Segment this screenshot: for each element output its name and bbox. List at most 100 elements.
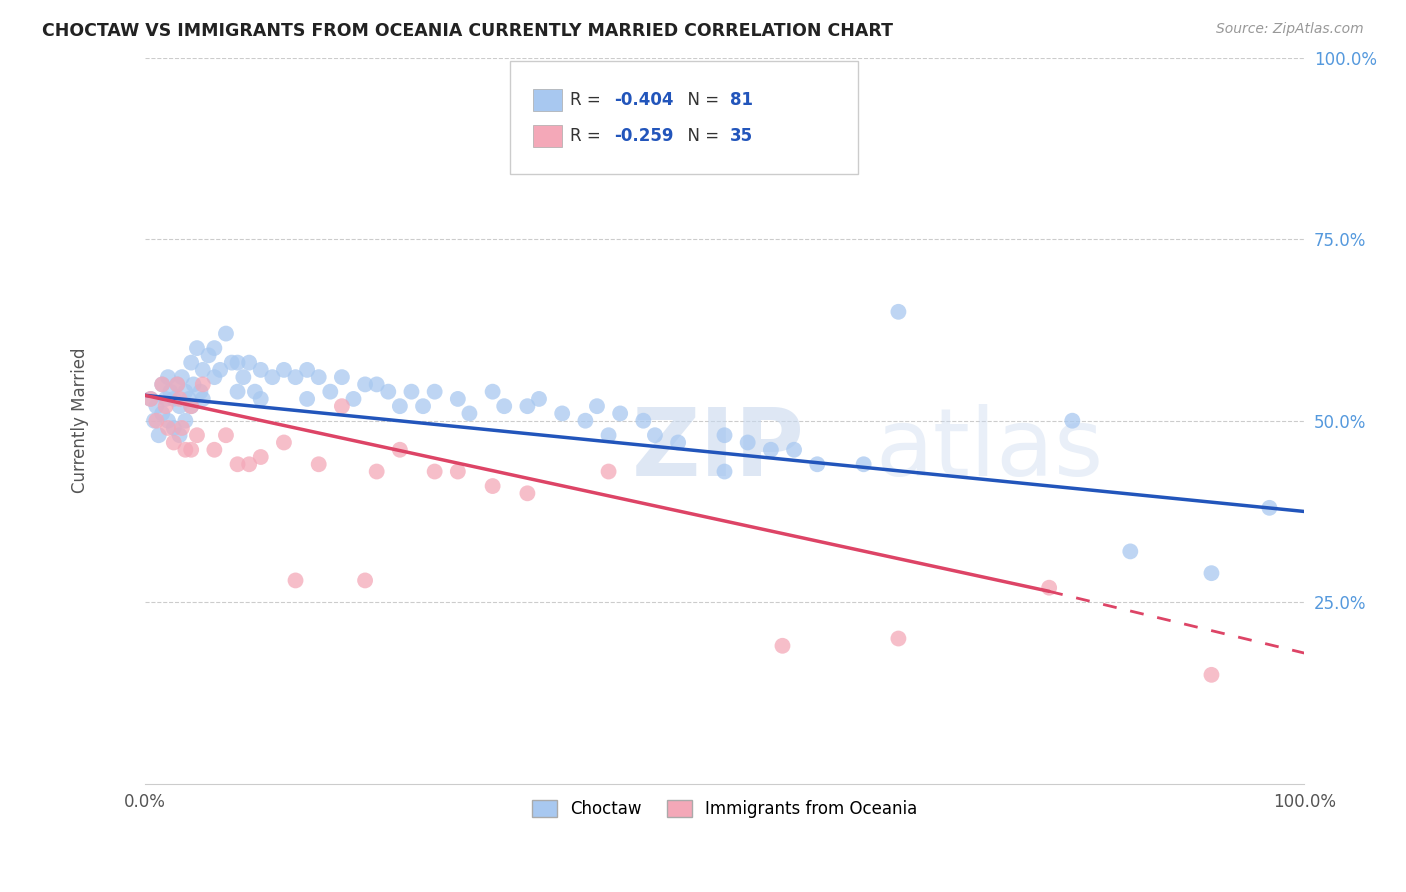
- Point: [295, 363, 318, 377]
- Point: [183, 377, 205, 392]
- Point: [713, 428, 735, 442]
- Point: [190, 384, 212, 399]
- Point: [166, 377, 188, 392]
- Point: [366, 465, 388, 479]
- Point: [342, 392, 364, 406]
- Point: [197, 348, 219, 362]
- Point: [249, 363, 271, 377]
- Point: [423, 465, 446, 479]
- Point: [609, 407, 631, 421]
- Point: [806, 457, 828, 471]
- Point: [644, 428, 666, 442]
- Y-axis label: Currently Married: Currently Married: [72, 348, 89, 493]
- Legend: Choctaw, Immigrants from Oceania: Choctaw, Immigrants from Oceania: [523, 791, 925, 826]
- Point: [226, 384, 249, 399]
- Point: [494, 399, 516, 413]
- Point: [163, 421, 186, 435]
- Point: [180, 356, 202, 370]
- Point: [330, 399, 353, 413]
- Point: [232, 370, 254, 384]
- Point: [221, 356, 243, 370]
- Point: [713, 465, 735, 479]
- Text: atlas: atlas: [875, 404, 1104, 496]
- Point: [598, 428, 620, 442]
- Point: [186, 341, 208, 355]
- Point: [156, 421, 179, 435]
- Text: CHOCTAW VS IMMIGRANTS FROM OCEANIA CURRENTLY MARRIED CORRELATION CHART: CHOCTAW VS IMMIGRANTS FROM OCEANIA CURRE…: [42, 22, 893, 40]
- Point: [330, 370, 353, 384]
- Point: [447, 392, 470, 406]
- Point: [180, 399, 202, 413]
- Point: [887, 305, 910, 319]
- Point: [143, 414, 166, 428]
- Text: Source: ZipAtlas.com: Source: ZipAtlas.com: [1216, 22, 1364, 37]
- FancyBboxPatch shape: [533, 125, 562, 147]
- Point: [202, 341, 225, 355]
- Point: [174, 384, 197, 399]
- Point: [284, 370, 307, 384]
- Point: [887, 632, 910, 646]
- Point: [170, 370, 193, 384]
- Point: [273, 435, 295, 450]
- Point: [191, 363, 214, 377]
- Point: [145, 399, 167, 413]
- Point: [166, 377, 188, 392]
- Point: [598, 465, 620, 479]
- Point: [737, 435, 759, 450]
- Point: [516, 399, 538, 413]
- Point: [150, 407, 173, 421]
- Point: [759, 442, 782, 457]
- Point: [169, 428, 191, 442]
- Point: [202, 370, 225, 384]
- Text: N =: N =: [676, 127, 724, 145]
- Point: [262, 370, 284, 384]
- Point: [1062, 414, 1084, 428]
- Point: [215, 326, 238, 341]
- Point: [319, 384, 342, 399]
- Point: [783, 442, 806, 457]
- Point: [1119, 544, 1142, 558]
- Point: [481, 384, 503, 399]
- Point: [423, 384, 446, 399]
- Point: [633, 414, 655, 428]
- Point: [169, 392, 191, 406]
- Point: [388, 442, 411, 457]
- Point: [447, 465, 470, 479]
- Point: [156, 414, 179, 428]
- Point: [163, 392, 186, 406]
- Point: [180, 399, 202, 413]
- Point: [852, 457, 875, 471]
- Point: [145, 414, 167, 428]
- Point: [150, 377, 173, 392]
- Point: [401, 384, 423, 399]
- Point: [150, 377, 173, 392]
- Point: [191, 392, 214, 406]
- Point: [243, 384, 266, 399]
- Point: [177, 392, 200, 406]
- Text: 35: 35: [730, 127, 754, 145]
- Point: [366, 377, 388, 392]
- FancyBboxPatch shape: [533, 89, 562, 111]
- Point: [139, 392, 162, 406]
- Point: [388, 399, 411, 413]
- Point: [377, 384, 399, 399]
- Point: [551, 407, 574, 421]
- Point: [148, 428, 170, 442]
- Point: [574, 414, 596, 428]
- Point: [249, 392, 271, 406]
- Point: [163, 435, 186, 450]
- Text: ZIP: ZIP: [631, 404, 804, 496]
- Point: [226, 356, 249, 370]
- Point: [249, 450, 271, 464]
- Point: [1258, 500, 1281, 515]
- Point: [527, 392, 550, 406]
- Point: [481, 479, 503, 493]
- Point: [284, 574, 307, 588]
- Point: [186, 428, 208, 442]
- Text: N =: N =: [676, 91, 724, 109]
- Text: -0.404: -0.404: [614, 91, 673, 109]
- Text: 81: 81: [730, 91, 754, 109]
- Point: [1201, 566, 1223, 581]
- Text: R =: R =: [571, 127, 606, 145]
- Point: [159, 384, 181, 399]
